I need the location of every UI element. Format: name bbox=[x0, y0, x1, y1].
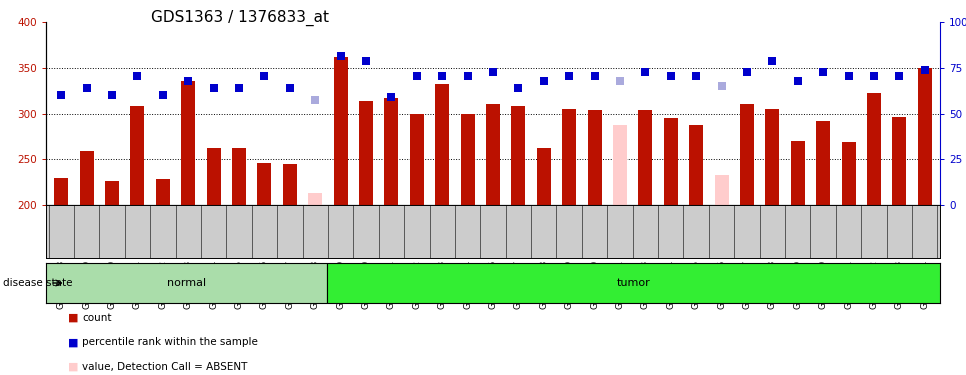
Bar bbox=[384, 98, 398, 205]
Bar bbox=[156, 179, 170, 205]
Point bbox=[129, 73, 145, 79]
Bar bbox=[816, 121, 830, 205]
Point bbox=[333, 53, 349, 59]
Point bbox=[790, 78, 806, 84]
Text: ■: ■ bbox=[68, 338, 78, 347]
Point bbox=[663, 73, 678, 79]
Point bbox=[156, 92, 171, 98]
Point bbox=[460, 73, 475, 79]
Point bbox=[739, 69, 754, 75]
Bar bbox=[105, 181, 119, 205]
Point bbox=[689, 73, 704, 79]
Bar bbox=[867, 93, 881, 205]
Bar bbox=[715, 175, 728, 205]
Bar bbox=[46, 263, 327, 303]
Point bbox=[206, 85, 221, 91]
Bar bbox=[461, 114, 474, 205]
Point bbox=[638, 69, 653, 75]
Bar bbox=[791, 141, 805, 205]
Point bbox=[384, 94, 399, 100]
Text: tumor: tumor bbox=[616, 278, 650, 288]
Point bbox=[79, 85, 95, 91]
Point bbox=[511, 85, 526, 91]
Bar bbox=[841, 142, 856, 205]
Point bbox=[358, 58, 374, 64]
Point bbox=[536, 78, 552, 84]
Point bbox=[181, 78, 196, 84]
Bar bbox=[689, 125, 703, 205]
Text: GDS1363 / 1376833_at: GDS1363 / 1376833_at bbox=[151, 9, 329, 26]
Bar bbox=[232, 148, 246, 205]
Point bbox=[282, 85, 298, 91]
Point bbox=[714, 83, 729, 89]
Bar bbox=[308, 193, 323, 205]
Bar bbox=[664, 118, 678, 205]
Point bbox=[867, 73, 882, 79]
Point bbox=[409, 73, 424, 79]
Bar bbox=[765, 109, 780, 205]
Point bbox=[485, 69, 500, 75]
Bar bbox=[54, 177, 69, 205]
Bar bbox=[207, 148, 220, 205]
Bar bbox=[79, 151, 94, 205]
Text: value, Detection Call = ABSENT: value, Detection Call = ABSENT bbox=[82, 362, 247, 372]
Point bbox=[612, 78, 628, 84]
Bar bbox=[537, 148, 551, 205]
Point bbox=[765, 58, 781, 64]
Bar bbox=[587, 110, 602, 205]
Point bbox=[257, 73, 272, 79]
Point bbox=[561, 73, 577, 79]
Bar bbox=[283, 164, 297, 205]
Text: disease state: disease state bbox=[3, 278, 72, 288]
Bar bbox=[893, 117, 906, 205]
Bar bbox=[257, 163, 271, 205]
Bar bbox=[486, 104, 500, 205]
Text: normal: normal bbox=[167, 278, 206, 288]
Text: ■: ■ bbox=[68, 313, 78, 323]
Bar bbox=[918, 68, 932, 205]
Bar bbox=[740, 104, 753, 205]
Bar bbox=[562, 109, 576, 205]
Point bbox=[917, 68, 932, 74]
Point bbox=[892, 73, 907, 79]
Text: count: count bbox=[82, 313, 112, 323]
Bar bbox=[182, 81, 195, 205]
Point bbox=[231, 85, 246, 91]
Point bbox=[435, 73, 450, 79]
Text: percentile rank within the sample: percentile rank within the sample bbox=[82, 338, 258, 347]
Bar bbox=[511, 106, 526, 205]
Bar bbox=[613, 125, 627, 205]
Point bbox=[815, 69, 831, 75]
Point bbox=[587, 73, 603, 79]
Text: ■: ■ bbox=[68, 362, 78, 372]
Bar bbox=[333, 57, 348, 205]
Bar bbox=[327, 263, 940, 303]
Point bbox=[307, 97, 323, 103]
Point bbox=[104, 92, 120, 98]
Bar bbox=[639, 110, 652, 205]
Bar bbox=[359, 101, 373, 205]
Point bbox=[840, 73, 856, 79]
Bar bbox=[130, 106, 144, 205]
Bar bbox=[410, 114, 424, 205]
Bar bbox=[436, 84, 449, 205]
Point bbox=[53, 92, 69, 98]
